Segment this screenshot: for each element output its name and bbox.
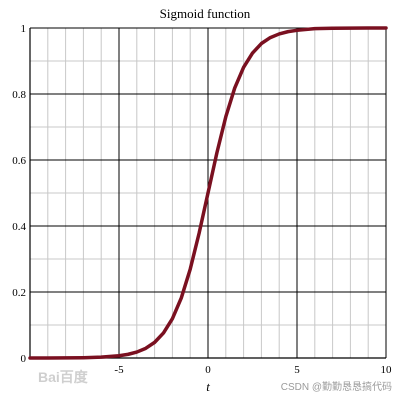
x-tick-label: 10 xyxy=(381,364,393,376)
x-tick-label: 5 xyxy=(294,364,300,376)
plot-area xyxy=(28,26,388,360)
watermark-left: Bai百度 xyxy=(38,369,89,385)
sigmoid-curve xyxy=(28,26,388,360)
y-tick-label: 0.8 xyxy=(12,89,26,101)
chart-title: Sigmoid function xyxy=(160,6,251,21)
y-tick-label: 0.2 xyxy=(12,287,26,299)
x-tick-label: 0 xyxy=(205,364,211,376)
y-tick-label: 0.4 xyxy=(12,221,26,233)
x-axis-label: t xyxy=(206,379,210,394)
y-tick-label: 1 xyxy=(21,23,27,35)
tick-labels: -5 0 5 10 0 0.2 0.4 0.6 0.8 1 xyxy=(12,23,392,376)
y-tick-label: 0 xyxy=(21,353,27,365)
watermark-right: CSDN @勤勤恳恳搞代码 xyxy=(281,380,392,393)
x-tick-label: -5 xyxy=(114,364,124,376)
y-tick-label: 0.6 xyxy=(12,155,26,167)
